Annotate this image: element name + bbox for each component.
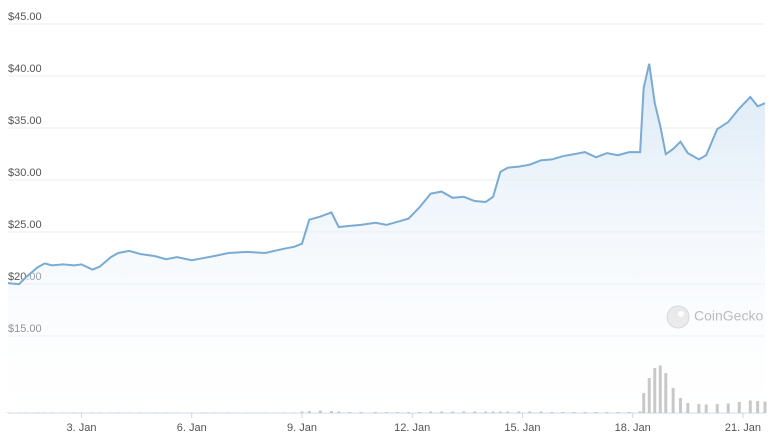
- volume-bar: [201, 412, 205, 413]
- volume-bar: [109, 412, 113, 413]
- y-tick-label: $30.00: [8, 167, 42, 179]
- volume-bar: [337, 411, 341, 413]
- volume-bar: [517, 411, 521, 413]
- volume-bar: [748, 400, 752, 413]
- x-tick-label: 21. Jan: [725, 422, 761, 434]
- volume-bar: [737, 402, 741, 413]
- volume-bar: [359, 412, 363, 413]
- volume-bar: [583, 412, 587, 413]
- volume-bar: [550, 412, 554, 413]
- volume-bar: [373, 412, 377, 413]
- volume-bar: [318, 410, 322, 413]
- watermark: CoinGecko: [666, 305, 763, 329]
- volume-bar: [43, 412, 47, 413]
- volume-bar: [61, 412, 65, 413]
- y-tick-label: $40.00: [8, 63, 42, 75]
- volume-bar: [671, 388, 675, 413]
- volume-bar: [686, 403, 690, 413]
- volume-bar: [98, 412, 102, 413]
- volume-bar: [212, 412, 216, 413]
- volume-bar: [528, 411, 532, 413]
- price-area: [8, 63, 765, 413]
- volume-bar: [164, 412, 168, 413]
- volume-bar: [440, 411, 444, 413]
- volume-bar: [473, 411, 477, 413]
- volume-bar: [756, 401, 760, 413]
- volume-bar: [116, 412, 120, 413]
- volume-bar: [307, 411, 311, 413]
- volume-bar: [561, 412, 565, 413]
- volume-bar: [627, 412, 631, 413]
- y-tick-label: $35.00: [8, 115, 42, 127]
- volume-bar: [642, 393, 646, 413]
- price-line: [7, 63, 766, 286]
- volume-bar: [605, 412, 609, 413]
- volume-bar: [385, 412, 388, 413]
- x-tick-label: 15. Jan: [504, 422, 540, 434]
- watermark-eye: [678, 311, 684, 317]
- x-tick-label: 3. Jan: [67, 422, 97, 434]
- volume-bar: [506, 411, 510, 413]
- x-tick-label: 12. Jan: [394, 422, 430, 434]
- volume-bar: [348, 412, 352, 413]
- volume-bar: [300, 411, 304, 413]
- volume-bar: [594, 412, 598, 413]
- volume-bar: [24, 412, 28, 413]
- volume-bar: [396, 412, 400, 413]
- volume-bar: [72, 412, 76, 413]
- volume-bar: [282, 412, 286, 413]
- volume-bar: [616, 412, 620, 413]
- volume-bar: [647, 378, 651, 413]
- volume-bar: [50, 412, 54, 413]
- x-tick-label: 6. Jan: [177, 422, 207, 434]
- watermark-text: CoinGecko: [694, 308, 763, 324]
- volume-bar: [138, 412, 142, 413]
- volume-bar: [638, 411, 642, 413]
- volume-bar: [17, 412, 21, 413]
- volume-bar: [697, 404, 701, 413]
- watermark-logo: [666, 305, 690, 329]
- volume-bar: [6, 412, 10, 413]
- y-tick-label: $45.00: [8, 11, 42, 23]
- volume-bar: [715, 404, 719, 413]
- volume-bar: [763, 401, 767, 413]
- volume-bar: [539, 411, 543, 413]
- volume-bar: [245, 412, 249, 413]
- volume-bar: [658, 365, 662, 413]
- volume-bar: [263, 412, 267, 413]
- x-tick-label: 18. Jan: [615, 422, 651, 434]
- volume-bar: [664, 373, 668, 413]
- volume-bar: [127, 412, 131, 413]
- volume-bar: [498, 411, 502, 413]
- volume-bar: [653, 368, 657, 413]
- volume-bar: [462, 411, 466, 413]
- x-tick-label: 9. Jan: [287, 422, 317, 434]
- volume-bar: [175, 412, 179, 413]
- volume-bar: [704, 404, 708, 413]
- volume-bar: [451, 411, 455, 413]
- volume-bar: [418, 412, 422, 413]
- volume-bar: [407, 412, 411, 413]
- volume-bar: [190, 412, 194, 413]
- volume-bar: [726, 403, 730, 413]
- volume-bar: [153, 412, 157, 413]
- volume-bar: [429, 411, 433, 413]
- volume-bar: [678, 398, 682, 413]
- volume-bar: [91, 412, 95, 413]
- volume-bar: [491, 411, 495, 413]
- volume-bar: [79, 412, 83, 413]
- volume-bar: [484, 411, 488, 413]
- volume-bar: [329, 411, 333, 413]
- volume-bar: [293, 412, 297, 413]
- volume-bar: [572, 412, 576, 413]
- volume-bar: [226, 412, 230, 413]
- y-tick-label: $25.00: [8, 219, 42, 231]
- volume-bar: [35, 412, 39, 413]
